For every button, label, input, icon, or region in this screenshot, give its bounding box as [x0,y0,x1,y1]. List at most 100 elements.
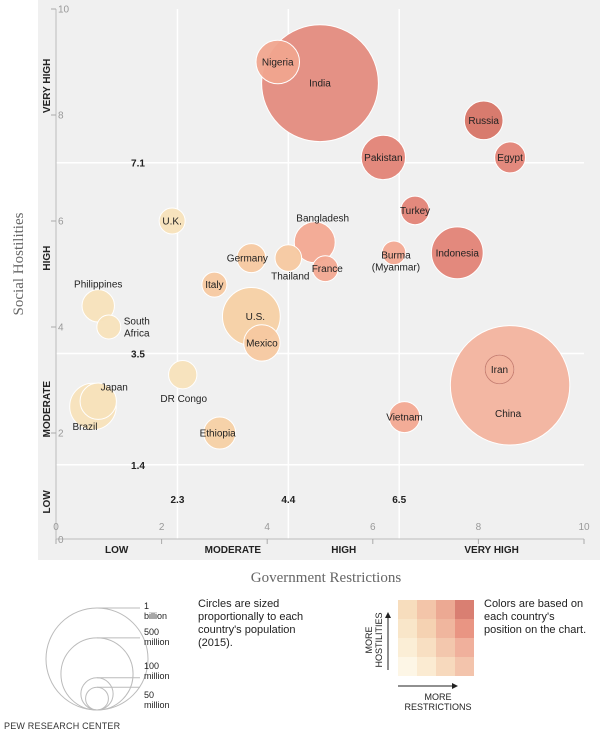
bubble-label: Indonesia [436,248,480,259]
size-legend-label: 50 million [144,690,170,710]
color-legend: MOREHOSTILITIES MORE RESTRICTIONS [364,600,474,712]
y-band-label: LOW [42,490,53,514]
x-threshold-label: 4.4 [281,495,295,506]
bubble-label: Philippines [74,279,122,290]
credit: PEW RESEARCH CENTER [4,721,121,731]
bubble-label: DR Congo [160,394,207,405]
bubble-label: Bangladesh [296,214,349,225]
y-threshold-label: 1.4 [131,461,145,472]
size-legend-note: Circles are sized proportionally to each… [198,598,304,649]
y-tick-label: 10 [58,5,70,16]
bubble-japan [79,382,117,420]
x-threshold-label: 2.3 [170,495,184,506]
bubble-pakistan [360,134,407,181]
bubble-mexico [243,324,281,362]
x-axis-title: Government Restrictions [251,570,402,586]
bubble-label: U.K. [162,217,181,228]
bubble-u-k- [158,207,186,235]
size-legend-label: 100 million [144,661,170,681]
x-tick-label: 6 [370,522,376,533]
color-legend-cell [398,619,417,638]
color-legend-cell [455,638,474,657]
bubble-label: Egypt [497,153,523,164]
bubble-south-africa [96,314,122,340]
color-legend-cell [436,638,455,657]
bubble-label: China [495,409,522,420]
bubble-label: Nigeria [262,58,294,69]
bubble-ethiopia [203,416,237,450]
y-tick-label: 2 [58,429,64,440]
color-legend-cell [455,600,474,619]
color-legend-cell [436,619,455,638]
y-axis-title: Social Hostilities [11,212,27,315]
bubble-dr-congo [168,360,198,390]
x-band-label: VERY HIGH [464,545,518,556]
bubble-vietnam [388,401,421,434]
bubble-label: Russia [468,116,499,127]
size-legend-circle [85,686,109,711]
y-tick-label: 4 [58,323,64,334]
bubble-label: Pakistan [364,153,402,164]
bubbles [69,24,571,450]
x-band-label: LOW [105,545,129,556]
color-legend-cell [398,638,417,657]
bubble-thailand [274,244,303,272]
color-legend-cell [436,657,455,676]
color-legend-cell [436,600,455,619]
bubble-russia [463,100,504,141]
color-legend-cell [398,600,417,619]
size-legend-circle [45,607,149,711]
bubble-label: Burma (Myanmar) [372,250,420,273]
size-legend-label: 500 million [144,627,170,647]
y-tick-label: 0 [58,535,64,546]
x-tick-label: 0 [53,522,59,533]
bubble-china [449,325,571,446]
size-legend-circle [60,637,134,711]
color-legend-cell [417,619,436,638]
color-legend-x-label: MORE RESTRICTIONS [404,692,471,712]
y-threshold-label: 3.5 [131,350,145,361]
x-threshold-label: 6.5 [392,495,406,506]
bubble-label: India [309,79,331,90]
bubble-label: Thailand [271,272,309,283]
bubble-label: Japan [101,383,128,394]
bubble-label: Iran [491,365,508,376]
color-legend-cell [455,619,474,638]
bubble-label: Turkey [400,206,430,217]
x-tick-label: 10 [578,522,590,533]
bubble-italy [201,271,228,298]
color-legend-cell [455,657,474,676]
axes: 0 2 4 6 8 10 2 4 6 8 10 0 2.3 4.4 6.5 1.4 3.5 7.1 LOW MODER… [42,5,590,557]
color-legend-y-label: MOREHOSTILITIES [364,612,384,667]
x-band-label: HIGH [331,545,356,556]
bubble-france [311,255,339,283]
color-legend-cell [417,600,436,619]
color-legend-cell [398,657,417,676]
bubble-burma-myanmar- [381,240,407,266]
y-band-label: MODERATE [42,381,53,438]
y-threshold-label: 7.1 [131,159,145,170]
bubble-label: Brazil [72,422,97,433]
bubble-egypt [494,141,527,174]
color-legend-cell [417,638,436,657]
bubble-turkey [400,195,430,226]
size-legend-circle [80,677,114,711]
bubble-nigeria [255,39,301,85]
size-legend: 1 billion 500 million 100 million 50 million [45,601,170,711]
bubble-label: Germany [227,254,268,265]
y-tick-label: 6 [58,217,64,228]
bubble-label: Mexico [246,338,278,349]
color-legend-x-arrowhead [452,683,458,689]
y-band-label: HIGH [42,246,53,271]
bubble-label: South Africa [124,317,150,340]
bubble-label: Vietnam [386,413,423,424]
bubble-label: France [312,264,344,275]
bubble-label: Italy [205,280,223,291]
bubble-label: U.S. [246,312,265,323]
x-tick-label: 2 [159,522,165,533]
bubble-germany [236,243,267,274]
x-band-label: MODERATE [205,545,262,556]
color-legend-cell [417,657,436,676]
bubble-iran-outline [484,354,515,385]
